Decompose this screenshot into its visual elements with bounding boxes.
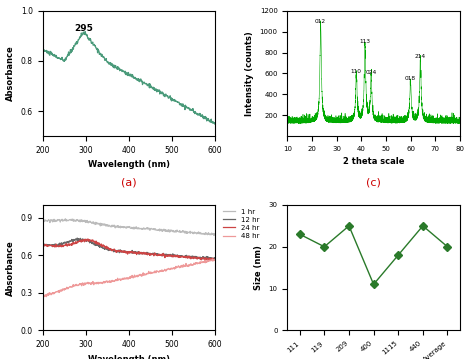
Line: 24 hr: 24 hr <box>43 239 215 260</box>
24 hr <box>209 257 214 261</box>
Text: 018: 018 <box>405 76 416 81</box>
Text: 113: 113 <box>359 39 371 43</box>
X-axis label: Wavelength (nm): Wavelength (nm) <box>88 355 170 359</box>
12 hr <box>40 242 46 246</box>
Text: 295: 295 <box>74 24 93 33</box>
48 hr <box>133 274 139 279</box>
1 hr <box>211 233 217 238</box>
48 hr <box>44 294 49 299</box>
Title: (a): (a) <box>121 178 137 188</box>
12 hr <box>182 255 187 259</box>
12 hr <box>210 258 216 262</box>
Text: 214: 214 <box>415 54 426 59</box>
24 hr <box>123 249 129 253</box>
24 hr <box>143 251 148 255</box>
48 hr <box>143 273 148 277</box>
12 hr <box>209 256 214 260</box>
Title: (c): (c) <box>366 178 381 188</box>
X-axis label: Wavelength (nm): Wavelength (nm) <box>88 160 170 169</box>
Line: 48 hr: 48 hr <box>43 259 215 297</box>
24 hr <box>182 254 187 258</box>
12 hr <box>122 250 128 254</box>
12 hr <box>123 250 129 254</box>
24 hr <box>133 250 139 255</box>
1 hr <box>209 233 214 237</box>
1 hr <box>133 225 139 229</box>
12 hr <box>133 251 139 255</box>
1 hr <box>122 225 128 230</box>
Line: 1 hr: 1 hr <box>43 219 215 236</box>
1 hr <box>143 227 148 231</box>
12 hr <box>212 256 218 261</box>
12 hr <box>74 236 80 240</box>
24 hr <box>211 258 217 262</box>
48 hr <box>123 276 129 281</box>
48 hr <box>40 293 46 297</box>
Y-axis label: Intensity (counts): Intensity (counts) <box>245 31 254 116</box>
X-axis label: 2 theta scale: 2 theta scale <box>343 157 404 166</box>
Legend: 1 hr, 12 hr, 24 hr, 48 hr: 1 hr, 12 hr, 24 hr, 48 hr <box>220 206 262 242</box>
1 hr <box>182 230 187 235</box>
Text: 110: 110 <box>351 69 362 74</box>
48 hr <box>209 258 214 262</box>
Y-axis label: Absorbance: Absorbance <box>6 46 15 101</box>
Text: 024: 024 <box>365 70 377 75</box>
12 hr <box>143 251 148 256</box>
24 hr <box>212 258 218 262</box>
Text: 012: 012 <box>315 19 326 24</box>
Y-axis label: Size (nm): Size (nm) <box>254 245 263 290</box>
24 hr <box>40 243 46 247</box>
Y-axis label: Absorbance: Absorbance <box>6 240 15 295</box>
24 hr <box>122 250 128 254</box>
24 hr <box>85 237 91 241</box>
48 hr <box>182 264 187 268</box>
1 hr <box>63 217 68 221</box>
1 hr <box>123 226 129 230</box>
48 hr <box>212 258 218 262</box>
Line: 12 hr: 12 hr <box>43 238 215 260</box>
1 hr <box>40 218 46 222</box>
48 hr <box>210 257 216 261</box>
1 hr <box>212 232 218 237</box>
48 hr <box>122 276 128 280</box>
